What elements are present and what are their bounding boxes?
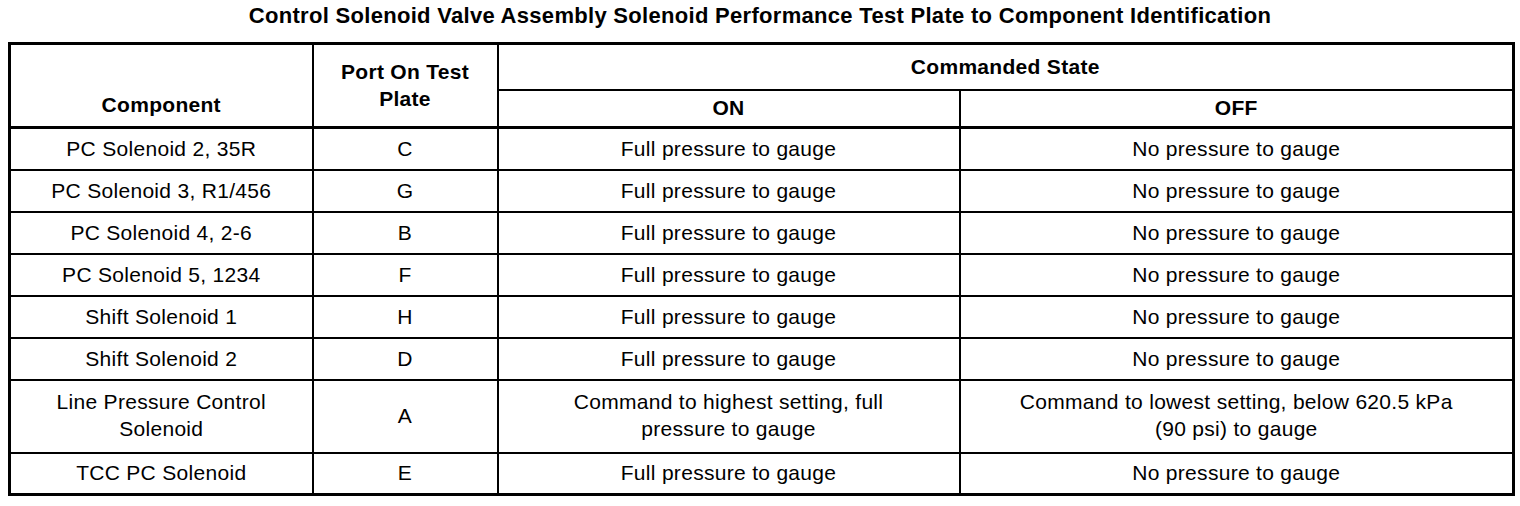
component-cell: PC Solenoid 2, 35R <box>10 128 313 170</box>
component-value: PC Solenoid 4, 2-6 <box>70 220 252 247</box>
on-value: Full pressure to gauge <box>621 178 837 205</box>
port-value: H <box>397 304 412 331</box>
component-value: TCC PC Solenoid <box>76 460 246 487</box>
off-value: No pressure to gauge <box>1132 262 1340 289</box>
off-value: No pressure to gauge <box>1132 136 1340 163</box>
on-state-cell: Full pressure to gauge <box>498 212 960 254</box>
off-state-cell: No pressure to gauge <box>960 212 1514 254</box>
on-value: Full pressure to gauge <box>621 220 837 247</box>
header-port: Port On Test Plate <box>313 44 498 128</box>
off-state-cell: No pressure to gauge <box>960 296 1514 338</box>
on-value: Full pressure to gauge <box>621 304 837 331</box>
port-value: A <box>398 403 412 430</box>
port-cell: A <box>313 380 498 453</box>
off-value: No pressure to gauge <box>1132 220 1340 247</box>
off-value: No pressure to gauge <box>1132 460 1340 487</box>
table-row: Line Pressure Control Solenoid A Command… <box>10 380 1514 453</box>
header-component-label: Component <box>102 92 221 119</box>
port-value: E <box>398 460 412 487</box>
off-value: No pressure to gauge <box>1132 304 1340 331</box>
component-cell: Line Pressure Control Solenoid <box>10 380 313 453</box>
off-state-cell: No pressure to gauge <box>960 453 1514 495</box>
off-state-cell: No pressure to gauge <box>960 254 1514 296</box>
port-value: D <box>397 346 412 373</box>
off-state-cell: No pressure to gauge <box>960 170 1514 212</box>
on-value: Full pressure to gauge <box>621 460 837 487</box>
off-value: Command to lowest setting, below 620.5 k… <box>1014 389 1459 443</box>
on-state-cell: Full pressure to gauge <box>498 296 960 338</box>
table-header: Component Port On Test Plate Commanded S… <box>10 44 1514 128</box>
header-off: OFF <box>960 90 1514 128</box>
on-value: Full pressure to gauge <box>621 262 837 289</box>
table-row: PC Solenoid 4, 2-6 B Full pressure to ga… <box>10 212 1514 254</box>
port-value: F <box>398 262 411 289</box>
off-state-cell: No pressure to gauge <box>960 128 1514 170</box>
table-row: PC Solenoid 3, R1/456 G Full pressure to… <box>10 170 1514 212</box>
table-row: Shift Solenoid 1 H Full pressure to gaug… <box>10 296 1514 338</box>
port-value: B <box>398 220 412 247</box>
on-value: Command to highest setting, full pressur… <box>554 389 904 443</box>
component-cell: PC Solenoid 3, R1/456 <box>10 170 313 212</box>
port-value: C <box>397 136 412 163</box>
table-body: PC Solenoid 2, 35R C Full pressure to ga… <box>10 128 1514 495</box>
port-cell: G <box>313 170 498 212</box>
header-off-label: OFF <box>1215 95 1258 122</box>
header-commanded-state: Commanded State <box>498 44 1514 90</box>
header-on: ON <box>498 90 960 128</box>
header-component: Component <box>10 44 313 128</box>
component-value: PC Solenoid 3, R1/456 <box>51 178 271 205</box>
on-state-cell: Full pressure to gauge <box>498 170 960 212</box>
component-cell: PC Solenoid 5, 1234 <box>10 254 313 296</box>
header-port-label: Port On Test Plate <box>335 59 475 113</box>
component-cell: TCC PC Solenoid <box>10 453 313 495</box>
port-cell: F <box>313 254 498 296</box>
component-value: Line Pressure Control Solenoid <box>41 389 281 443</box>
port-cell: H <box>313 296 498 338</box>
port-cell: D <box>313 338 498 380</box>
table-row: PC Solenoid 5, 1234 F Full pressure to g… <box>10 254 1514 296</box>
off-state-cell: No pressure to gauge <box>960 338 1514 380</box>
table-row: TCC PC Solenoid E Full pressure to gauge… <box>10 453 1514 495</box>
table-row: PC Solenoid 2, 35R C Full pressure to ga… <box>10 128 1514 170</box>
component-cell: PC Solenoid 4, 2-6 <box>10 212 313 254</box>
on-value: Full pressure to gauge <box>621 136 837 163</box>
solenoid-id-table: Component Port On Test Plate Commanded S… <box>8 42 1515 496</box>
on-value: Full pressure to gauge <box>621 346 837 373</box>
component-value: PC Solenoid 5, 1234 <box>62 262 260 289</box>
page-title: Control Solenoid Valve Assembly Solenoid… <box>0 3 1520 29</box>
header-commanded-state-label: Commanded State <box>911 54 1100 81</box>
component-cell: Shift Solenoid 2 <box>10 338 313 380</box>
header-on-label: ON <box>712 95 744 122</box>
port-cell: E <box>313 453 498 495</box>
on-state-cell: Full pressure to gauge <box>498 338 960 380</box>
off-value: No pressure to gauge <box>1132 178 1340 205</box>
component-value: Shift Solenoid 2 <box>85 346 237 373</box>
port-cell: B <box>313 212 498 254</box>
on-state-cell: Full pressure to gauge <box>498 254 960 296</box>
off-state-cell: Command to lowest setting, below 620.5 k… <box>960 380 1514 453</box>
component-cell: Shift Solenoid 1 <box>10 296 313 338</box>
port-value: G <box>397 178 414 205</box>
off-value: No pressure to gauge <box>1132 346 1340 373</box>
table-row: Shift Solenoid 2 D Full pressure to gaug… <box>10 338 1514 380</box>
on-state-cell: Full pressure to gauge <box>498 128 960 170</box>
component-value: Shift Solenoid 1 <box>85 304 237 331</box>
component-value: PC Solenoid 2, 35R <box>66 136 256 163</box>
on-state-cell: Full pressure to gauge <box>498 453 960 495</box>
port-cell: C <box>313 128 498 170</box>
on-state-cell: Command to highest setting, full pressur… <box>498 380 960 453</box>
